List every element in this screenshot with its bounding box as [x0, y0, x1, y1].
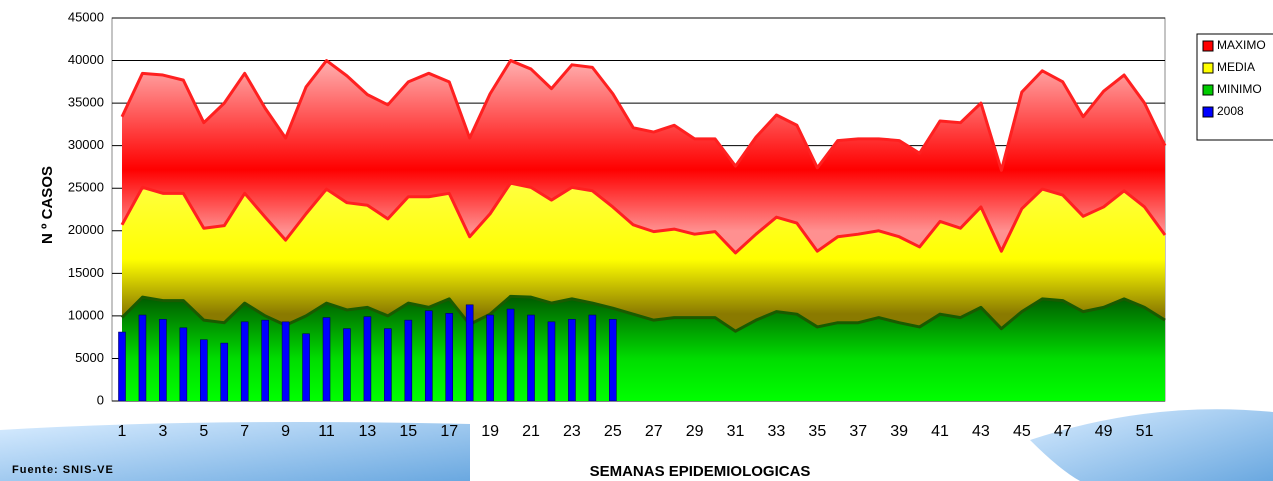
bar	[220, 342, 229, 402]
bar	[506, 308, 515, 402]
bar	[261, 319, 269, 402]
y-axis-title: N º CASOS	[39, 166, 56, 244]
y-tick-label: 30000	[68, 137, 104, 152]
x-tick-label: 43	[972, 423, 990, 440]
x-tick-label: 21	[522, 423, 540, 440]
x-tick-label: 13	[359, 423, 377, 440]
legend-marker	[1202, 40, 1214, 52]
x-tick-label: 37	[849, 423, 867, 440]
bar	[465, 304, 474, 402]
y-tick-label: 20000	[68, 222, 104, 237]
y-tick-label: 45000	[68, 9, 104, 24]
area-line	[120, 59, 1167, 172]
y-tick-label: 25000	[68, 180, 104, 195]
x-tick-label: 7	[240, 423, 249, 440]
bar	[568, 318, 576, 402]
bar	[424, 310, 433, 402]
bar	[118, 331, 126, 402]
bar	[343, 328, 351, 402]
x-tick-label: 27	[645, 423, 663, 440]
legend-label: MAXIMO	[1217, 38, 1266, 52]
y-tick-label: 10000	[68, 307, 104, 322]
bar	[404, 319, 413, 402]
x-axis-title: SEMANAS EPIDEMIOLOGICAS	[590, 463, 811, 480]
x-tick-label: 17	[440, 423, 458, 440]
y-tick-label: 35000	[68, 95, 104, 110]
bar	[547, 321, 556, 402]
x-tick-label: 45	[1013, 423, 1031, 440]
x-tick-label: 51	[1136, 423, 1154, 440]
y-tick-label: 0	[97, 392, 104, 407]
legend-label: MINIMO	[1217, 82, 1262, 96]
x-tick-label: 35	[808, 423, 826, 440]
x-tick-label: 1	[118, 423, 127, 440]
x-tick-label: 23	[563, 423, 581, 440]
x-tick-label: 5	[199, 423, 208, 440]
x-tick-label: 15	[399, 423, 417, 440]
bar	[281, 321, 290, 402]
x-tick-label: 19	[481, 423, 499, 440]
legend-marker	[1202, 106, 1214, 118]
legend-label: 2008	[1217, 104, 1244, 118]
x-tick-label: 39	[890, 423, 908, 440]
legend-marker	[1202, 62, 1214, 74]
bar	[609, 318, 617, 402]
bar	[527, 314, 535, 402]
x-tick-label: 29	[686, 423, 704, 440]
decoration	[1030, 409, 1273, 481]
bar	[322, 317, 331, 402]
bar	[445, 313, 454, 402]
legend-label: MEDIA	[1217, 60, 1255, 74]
area-line	[120, 181, 1167, 255]
bar	[240, 321, 249, 402]
x-tick-label: 25	[604, 423, 622, 440]
x-tick-label: 11	[318, 423, 335, 440]
x-tick-label: 31	[727, 423, 745, 440]
bar	[384, 328, 392, 402]
x-tick-label: 49	[1095, 423, 1113, 440]
area-line	[120, 294, 1166, 333]
y-tick-label: 15000	[68, 265, 104, 280]
y-tick-label: 40000	[68, 52, 104, 67]
x-tick-label: 47	[1054, 423, 1072, 440]
bar	[588, 314, 597, 402]
bar	[179, 327, 188, 402]
x-tick-label: 33	[768, 423, 786, 440]
bar	[138, 314, 147, 402]
area	[122, 296, 1165, 401]
source: Fuente: SNIS-VE	[12, 464, 114, 476]
x-tick-label: 9	[281, 423, 290, 440]
bar	[486, 314, 494, 402]
bar	[363, 316, 372, 402]
decoration	[0, 422, 470, 481]
bar	[159, 318, 167, 402]
legend-marker	[1202, 84, 1214, 96]
y-tick-label: 5000	[75, 350, 104, 365]
bar	[302, 333, 310, 402]
x-tick-label: 3	[158, 423, 167, 440]
bar	[200, 339, 208, 402]
x-tick-label: 41	[931, 423, 949, 440]
